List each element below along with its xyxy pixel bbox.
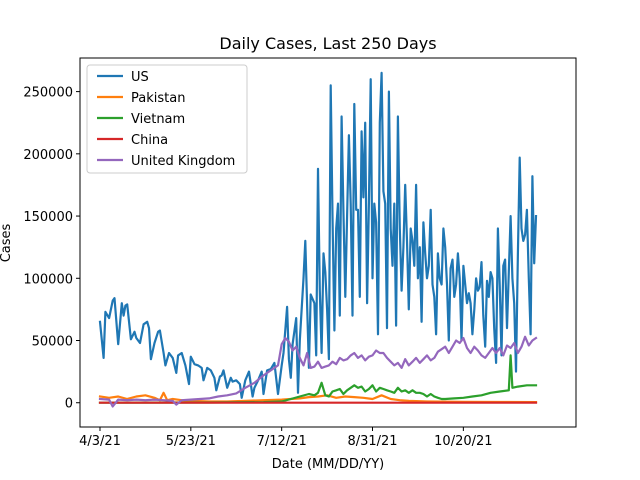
y-axis-label: Cases — [0, 223, 14, 262]
y-tick-label: 100000 — [23, 272, 73, 287]
chart-title: Daily Cases, Last 250 Days — [219, 34, 436, 53]
x-tick-label: 4/3/21 — [79, 434, 121, 449]
y-tick-label: 200000 — [23, 148, 73, 163]
x-axis: 4/3/21 5/23/21 7/12/21 8/31/21 10/20/21 — [79, 427, 493, 449]
series-line-us — [98, 71, 538, 399]
y-tick-label: 150000 — [23, 210, 73, 225]
x-tick-label: 7/12/21 — [257, 434, 307, 449]
legend-label: China — [131, 133, 168, 148]
series-line-vietnam — [98, 354, 538, 404]
series-line-united-kingdom — [98, 335, 538, 408]
legend-label: Pakistan — [131, 91, 185, 106]
y-tick-label: 0 — [65, 397, 73, 412]
y-tick-label: 50000 — [32, 335, 73, 350]
x-axis-label: Date (MM/DD/YY) — [272, 457, 384, 472]
series-line-pakistan — [98, 391, 538, 404]
x-tick-label: 8/31/21 — [347, 434, 397, 449]
legend-label: United Kingdom — [131, 154, 235, 169]
x-tick-label: 5/23/21 — [166, 434, 216, 449]
legend-box — [86, 64, 248, 174]
y-tick-label: 250000 — [23, 86, 73, 101]
series-group — [98, 71, 538, 408]
plot-frame — [79, 57, 577, 428]
y-axis: 0 50000 100000 150000 200000 250000 — [23, 86, 80, 412]
legend-label: Vietnam — [131, 112, 185, 127]
x-tick-label: 10/20/21 — [434, 434, 492, 449]
legend: US Pakistan Vietnam China United Kingdom — [86, 64, 248, 174]
legend-label: US — [131, 70, 149, 85]
